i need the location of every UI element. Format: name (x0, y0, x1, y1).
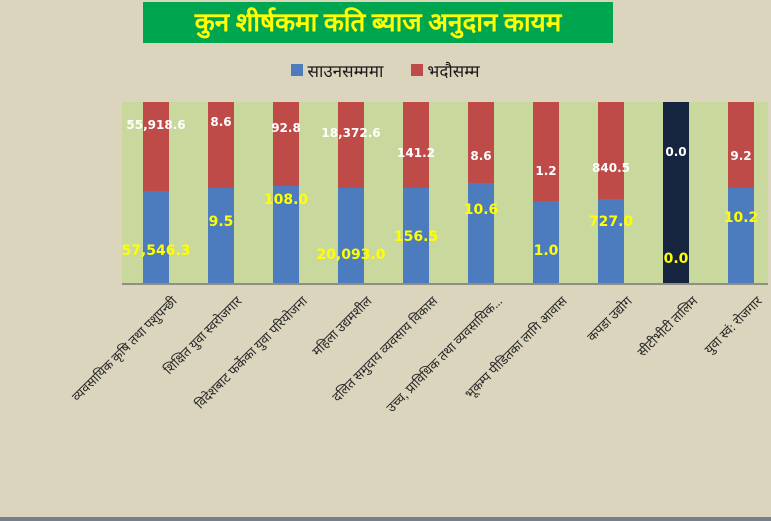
red-value-label: 55,918.6 (126, 117, 186, 132)
blue-segment (728, 187, 754, 283)
red-segment (143, 102, 169, 192)
legend-label: साउनसम्ममा (307, 61, 384, 81)
blue-value-label: 1.0 (533, 242, 559, 259)
red-value-label: 141.2 (397, 146, 435, 161)
x-axis-label-9: सीटीभीटी तालिम (633, 293, 701, 360)
blue-value-label: 57,546.3 (121, 242, 191, 259)
red-value-label: 1.2 (535, 163, 557, 178)
chart-title: कुन शीर्षकमा कति ब्याज अनुदान कायम (143, 2, 613, 43)
red-segment (273, 102, 299, 186)
blue-segment (208, 188, 234, 283)
blue-segment (273, 185, 299, 283)
blue-value-label: 10.2 (723, 209, 759, 226)
blue-segment (338, 188, 364, 283)
x-axis-label-6: उच्च, प्राविधिक तथा व्यवसायिक... (383, 293, 506, 416)
red-segment (533, 102, 559, 201)
red-value-label: 8.6 (470, 148, 492, 163)
red-value-label: 8.6 (210, 114, 232, 129)
red-segment (598, 102, 624, 200)
bar-7: 1.2 1.0 (533, 102, 559, 283)
bar-9: 0.0 0.0 (663, 102, 689, 283)
blue-segment (533, 200, 559, 283)
x-axis-label-5: दलित समुदाय व्यवसाय विकास (328, 293, 441, 405)
bar-4: 18,372.6 20,093.0 (316, 102, 386, 283)
bar-8: 840.5 727.0 (589, 102, 633, 283)
bar-5: 141.2 156.5 (394, 102, 438, 283)
red-value-label: 92.8 (271, 121, 301, 136)
blue-segment (598, 199, 624, 283)
blue-segment (468, 183, 494, 283)
bar-10: 9.2 10.2 (724, 102, 758, 283)
x-axis-label-2: शिक्षित युवा स्वरोजगार (161, 293, 246, 378)
red-segment (338, 102, 364, 189)
bar-6: 8.6 10.6 (464, 102, 498, 283)
bar-1: 55,918.6 57,546.3 (121, 102, 191, 283)
red-value-label: 0.0 (665, 145, 687, 160)
blue-value-label: 156.5 (393, 228, 439, 245)
red-segment (403, 102, 429, 188)
red-segment (468, 102, 494, 184)
blue-value-label: 9.5 (208, 213, 234, 230)
legend-swatch-icon (291, 64, 304, 76)
blue-value-label: 108.0 (263, 191, 309, 208)
legend-label: भदौसम्म (427, 61, 480, 81)
blue-value-label: 10.6 (463, 202, 499, 219)
red-value-label: 18,372.6 (321, 125, 381, 140)
red-value-label: 840.5 (592, 160, 630, 175)
x-axis-label-10: युवा स्वं: रोजगार (701, 293, 766, 357)
blue-segment (143, 191, 169, 283)
blue-value-label: 20,093.0 (316, 246, 386, 263)
legend-item-0: साउनसम्ममा (291, 59, 383, 82)
red-segment (728, 102, 754, 188)
x-axis-label-1: व्यवसायिक कृषि तथा पशुपन्छी (69, 293, 181, 405)
x-axis-label-4: महिला उद्यमशील (309, 293, 376, 359)
bar-2: 8.6 9.5 (208, 102, 234, 283)
blue-value-label: 727.0 (588, 214, 634, 231)
x-axis-label-3: विदेशबाट फर्केका युवा परियोजना (191, 293, 311, 412)
red-value-label: 9.2 (730, 148, 752, 163)
zero-bar-segment (663, 102, 689, 283)
window-bottom-edge (0, 517, 771, 521)
red-segment (208, 102, 234, 188)
x-axis-label-7: भूकम्प पीडितका लागि आवास (461, 293, 571, 402)
plot-area: 55,918.6 57,546.3 8.6 9.5 92.8 108.0 18,372.6 2… (121, 102, 768, 285)
legend: साउनसम्ममा भदौसम्म (0, 58, 771, 82)
legend-swatch-icon (411, 64, 424, 76)
x-axis-label-8: कपडा उद्योग (584, 293, 636, 345)
bar-3: 92.8 108.0 (264, 102, 308, 283)
blue-value-label: 0.0 (663, 250, 689, 267)
blue-segment (403, 187, 429, 283)
legend-item-1: भदौसम्म (411, 59, 480, 82)
